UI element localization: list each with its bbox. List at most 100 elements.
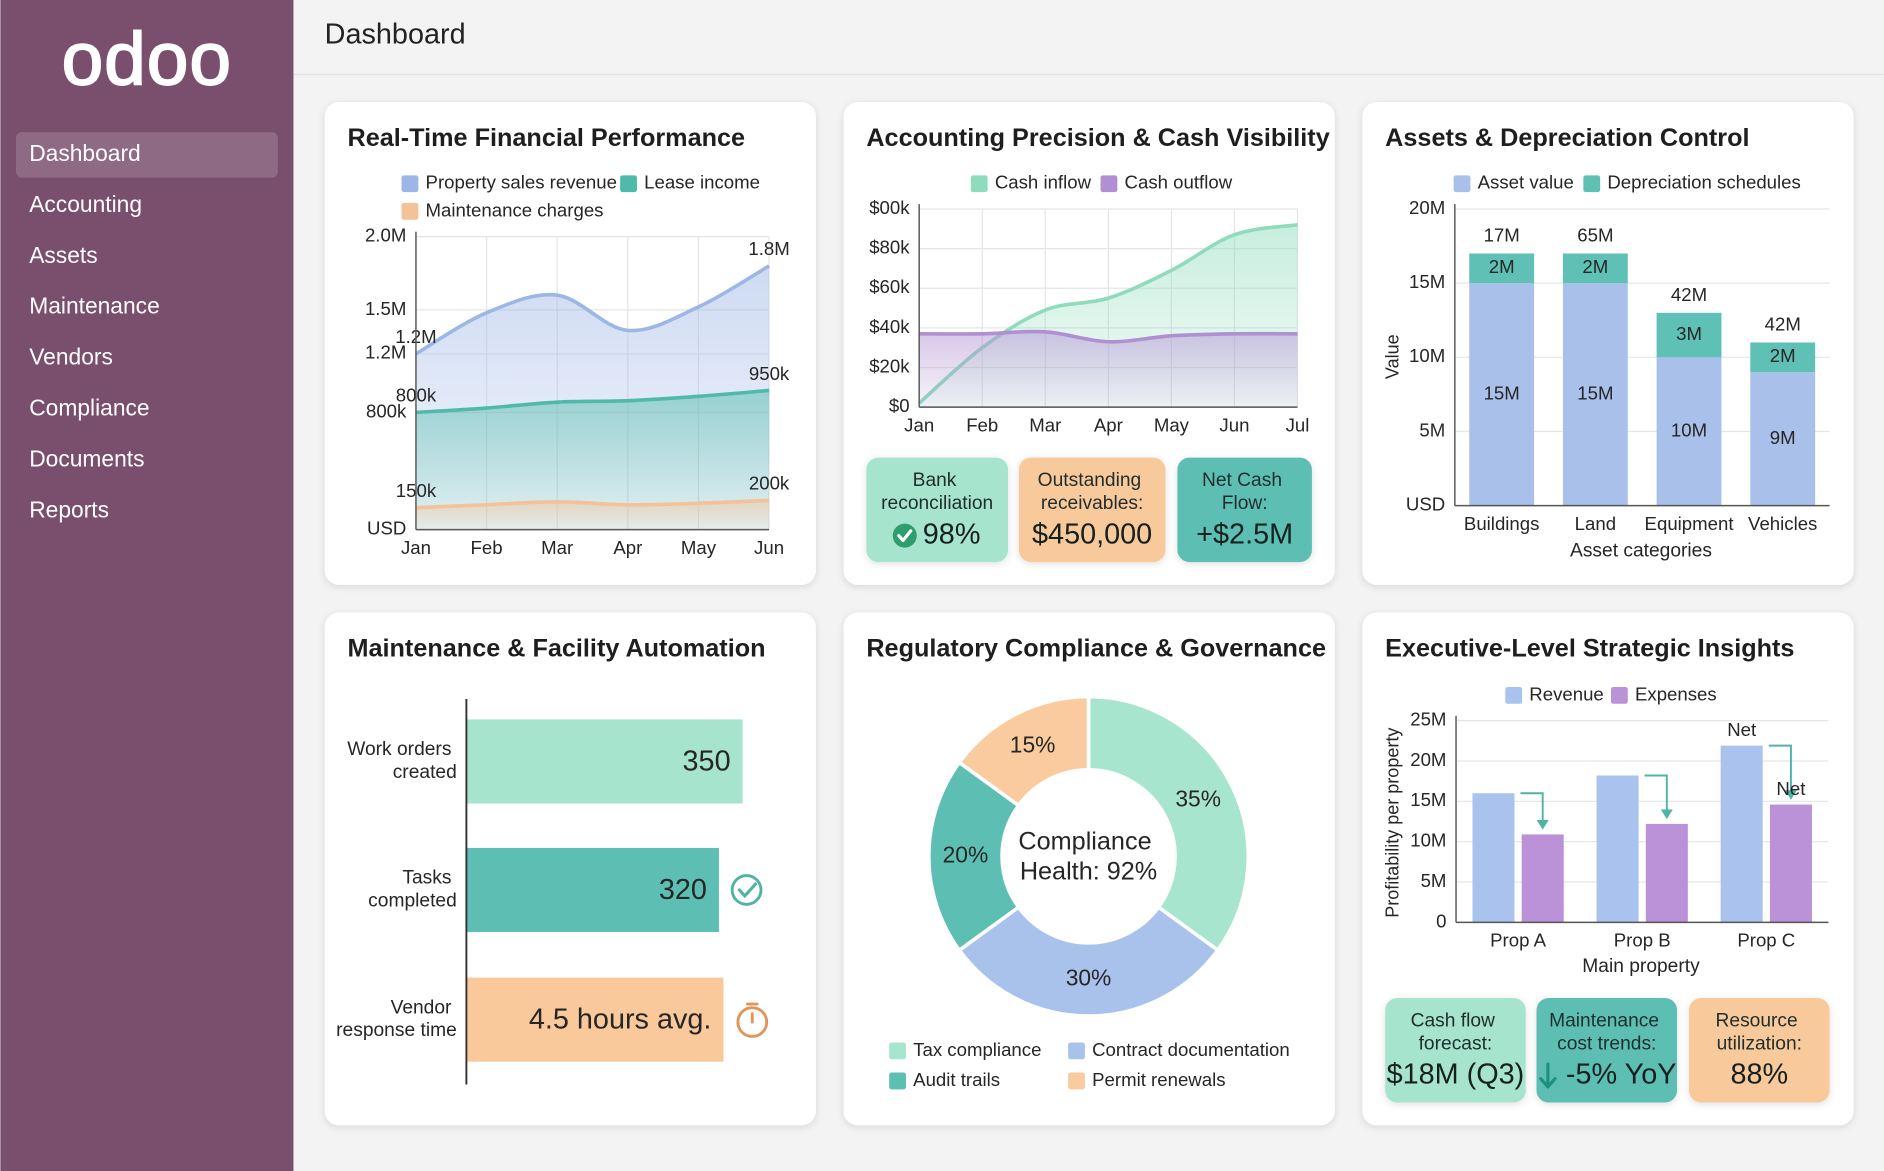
- bar-segment: [1750, 372, 1816, 506]
- y-unit: USD: [1406, 494, 1445, 515]
- text-line: response time: [336, 1020, 457, 1041]
- y-tick-label: $40k: [869, 316, 910, 337]
- text-line: Outstanding: [1038, 470, 1147, 491]
- sidebar: [0, 0, 294, 1171]
- text-line: Work orders: [347, 739, 457, 760]
- panel-title: Assets & Depreciation Control: [1385, 124, 1749, 152]
- kpi-value: +$2.5M: [1196, 518, 1293, 550]
- nav-item[interactable]: Accounting: [29, 191, 142, 217]
- x-tick-label: Feb: [966, 414, 998, 435]
- x-tick-label: Mar: [1029, 414, 1061, 435]
- text-line: Compliance: [1018, 827, 1158, 855]
- nav-item[interactable]: Maintenance: [29, 293, 160, 319]
- text-line: completed: [368, 890, 457, 911]
- legend-swatch: [620, 175, 637, 193]
- kpi-card: [1689, 998, 1830, 1103]
- legend-swatch: [1068, 1042, 1085, 1060]
- slice-label: 30%: [1066, 964, 1112, 990]
- bar-segment: [1562, 253, 1628, 284]
- text-line: Cash flow: [1411, 1011, 1501, 1032]
- donut-slice: [926, 759, 1022, 953]
- nav-item[interactable]: Reports: [29, 496, 109, 522]
- x-tick-label: May: [681, 537, 717, 558]
- y-tick-label: $00k: [869, 197, 910, 218]
- legend-label: Cash outflow: [1125, 172, 1233, 193]
- bar: [466, 719, 743, 804]
- category-label: Work orders created: [347, 739, 457, 783]
- legend-label: Permit renewals: [1092, 1069, 1225, 1090]
- y-tick-label: $20k: [869, 355, 910, 376]
- data-label: 2M: [1582, 256, 1608, 277]
- area-fill: [415, 390, 770, 530]
- x-tick-label: Feb: [471, 537, 503, 558]
- center-label: Compliance Health: 92%: [1018, 827, 1158, 885]
- data-label: 15M: [1484, 382, 1520, 403]
- bar: [1645, 823, 1688, 923]
- nav-item[interactable]: Dashboard: [29, 140, 141, 166]
- bar-segment: [1469, 283, 1535, 506]
- x-tick-label: Equipment: [1645, 513, 1735, 534]
- bar: [1596, 775, 1639, 923]
- legend-label: Contract documentation: [1092, 1039, 1290, 1060]
- x-tick-label: Jun: [1219, 414, 1249, 435]
- kpi-value: 88%: [1730, 1059, 1788, 1091]
- total-label: 42M: [1671, 284, 1707, 305]
- x-tick-label: Jun: [754, 537, 784, 558]
- data-label: 200k: [749, 473, 790, 494]
- total-label: 42M: [1765, 314, 1801, 335]
- legend-swatch: [889, 1042, 906, 1060]
- kpi-card: [1018, 457, 1166, 563]
- y-tick-label: $60k: [869, 276, 910, 297]
- y-tick-label: 5M: [1421, 870, 1447, 891]
- x-tick-label: Jan: [401, 537, 431, 558]
- timer-icon-hand: [746, 1002, 759, 1024]
- text-line: Maintenance: [1549, 1011, 1664, 1032]
- check-icon-mark: [737, 882, 758, 899]
- text-line: Bank: [913, 470, 962, 491]
- x-tick-label: Mar: [541, 537, 573, 558]
- line: [415, 264, 770, 356]
- down-arrow-icon: [1539, 1062, 1557, 1089]
- y-tick-label: 20M: [1410, 749, 1446, 770]
- kpi-value: $18M (Q3): [1387, 1059, 1525, 1091]
- nav-item[interactable]: Assets: [29, 242, 97, 268]
- x-tick-label: Buildings: [1464, 513, 1540, 534]
- slice-label: 15%: [1010, 732, 1056, 758]
- page-title: Dashboard: [325, 19, 466, 51]
- net-arrow-head: [1536, 820, 1549, 830]
- check-icon: [892, 523, 917, 548]
- legend-label: Maintenance charges: [426, 199, 604, 220]
- y-axis-title: Value: [1382, 334, 1402, 379]
- line: [919, 329, 1298, 344]
- bar: [1720, 745, 1763, 923]
- bar: [466, 847, 719, 932]
- kpi-card: [1385, 998, 1526, 1103]
- check-icon: [730, 874, 763, 906]
- bar-segment: [1656, 312, 1722, 358]
- nav-item[interactable]: Documents: [29, 446, 144, 472]
- annotation: Net: [1727, 719, 1757, 740]
- x-tick-label: Prop A: [1490, 930, 1546, 951]
- nav-item[interactable]: Compliance: [29, 395, 149, 421]
- total-label: 65M: [1577, 225, 1613, 246]
- legend-swatch: [1453, 175, 1471, 193]
- legend-label: Property sales revenue: [426, 172, 617, 193]
- y-tick-label: $0: [889, 395, 910, 416]
- y-tick-label: 10M: [1409, 345, 1445, 366]
- net-arrow-head: [1784, 790, 1797, 800]
- kpi-label: Cash flow forecast:: [1411, 1011, 1501, 1055]
- nav-item[interactable]: Vendors: [29, 344, 113, 370]
- net-arrow: [1520, 792, 1544, 825]
- y-tick-label: 10M: [1410, 830, 1446, 851]
- legend-label: Depreciation schedules: [1607, 172, 1800, 193]
- line: [415, 498, 770, 510]
- bar: [1521, 834, 1564, 923]
- kpi-value: $450,000: [1032, 518, 1152, 550]
- note-value: 4.5 hours avg.: [529, 1003, 712, 1035]
- text-line: Net Cash: [1202, 470, 1287, 491]
- kpi-card: [1177, 457, 1312, 563]
- bar: [1769, 804, 1812, 923]
- category-label: Tasks completed: [368, 868, 457, 912]
